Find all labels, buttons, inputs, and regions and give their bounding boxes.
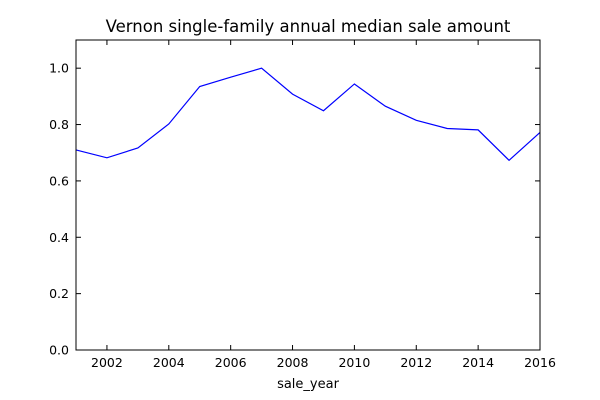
y-tick-label: 0.6 xyxy=(49,173,69,188)
chart-title: Vernon single-family annual median sale … xyxy=(106,17,511,36)
y-tick-label: 1.0 xyxy=(49,61,69,76)
x-tick-label: 2010 xyxy=(338,355,370,370)
x-tick-label: 2014 xyxy=(462,355,494,370)
x-tick-label: 2016 xyxy=(524,355,556,370)
y-tick-label: 0.0 xyxy=(49,343,69,358)
series-layer xyxy=(75,67,541,162)
y-tick-label: 0.4 xyxy=(49,230,69,245)
series-line xyxy=(75,67,541,162)
ticks-layer: 2002 2004 2006 2008 2010 2012 2014 2016 0.0 0.2 0.… xyxy=(49,40,556,370)
x-axis-label: sale_year xyxy=(277,377,340,392)
x-tick-label: 2008 xyxy=(277,355,309,370)
x-tick-label: 2002 xyxy=(91,355,123,370)
x-tick-label: 2006 xyxy=(215,355,247,370)
x-tick-label: 2012 xyxy=(400,355,432,370)
y-tick-label: 0.8 xyxy=(49,117,69,132)
x-tick-label: 2004 xyxy=(153,355,185,370)
y-tick-label: 0.2 xyxy=(49,286,69,301)
plot-frame xyxy=(75,39,541,351)
